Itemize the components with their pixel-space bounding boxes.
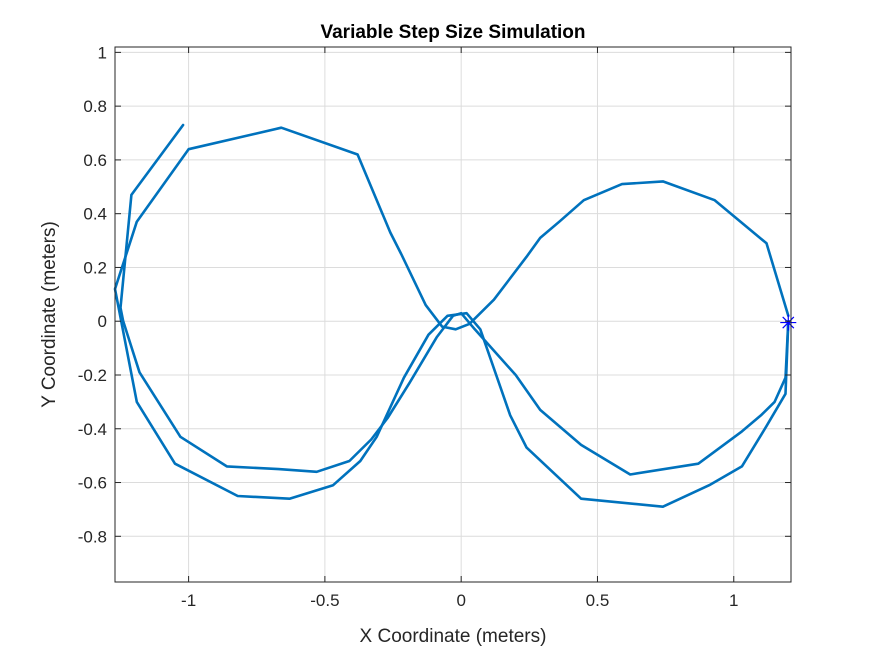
trajectory-line-2 — [113, 126, 790, 509]
y-tick-label: -0.6 — [78, 474, 107, 493]
y-tick-label: -0.8 — [78, 527, 107, 546]
y-tick-label: 0.4 — [83, 205, 107, 224]
x-axis-label: X Coordinate (meters) — [360, 626, 547, 647]
y-tick-label: 0.8 — [83, 97, 107, 116]
chart-title: Variable Step Size Simulation — [320, 22, 585, 43]
y-tick-label: -0.4 — [78, 420, 107, 439]
x-tick-label: 1 — [729, 591, 738, 610]
y-tick-label: 0.2 — [83, 258, 107, 277]
x-tick-label: -0.5 — [310, 591, 339, 610]
end-point-marker — [780, 314, 797, 331]
trajectory-line-1 — [119, 123, 790, 476]
x-tick-label: -1 — [181, 591, 196, 610]
y-tick-label: 0 — [98, 312, 107, 331]
grid-lines — [115, 47, 791, 582]
x-tick-label: 0.5 — [586, 591, 610, 610]
y-tick-label: -0.2 — [78, 366, 107, 385]
x-tick-label: 0 — [456, 591, 465, 610]
axis-ticks: -1 -0.5 0 0.5 1 -0.8 -0.6 -0.4 -0.2 0 0.2 0.4 0.6 0.8… — [78, 43, 791, 610]
axes-box — [114, 46, 792, 583]
y-tick-label: 1 — [98, 43, 107, 62]
y-axis-label: Y Coordinate (meters) — [39, 221, 60, 408]
y-tick-label: 0.6 — [83, 151, 107, 170]
series-layer — [113, 123, 797, 509]
